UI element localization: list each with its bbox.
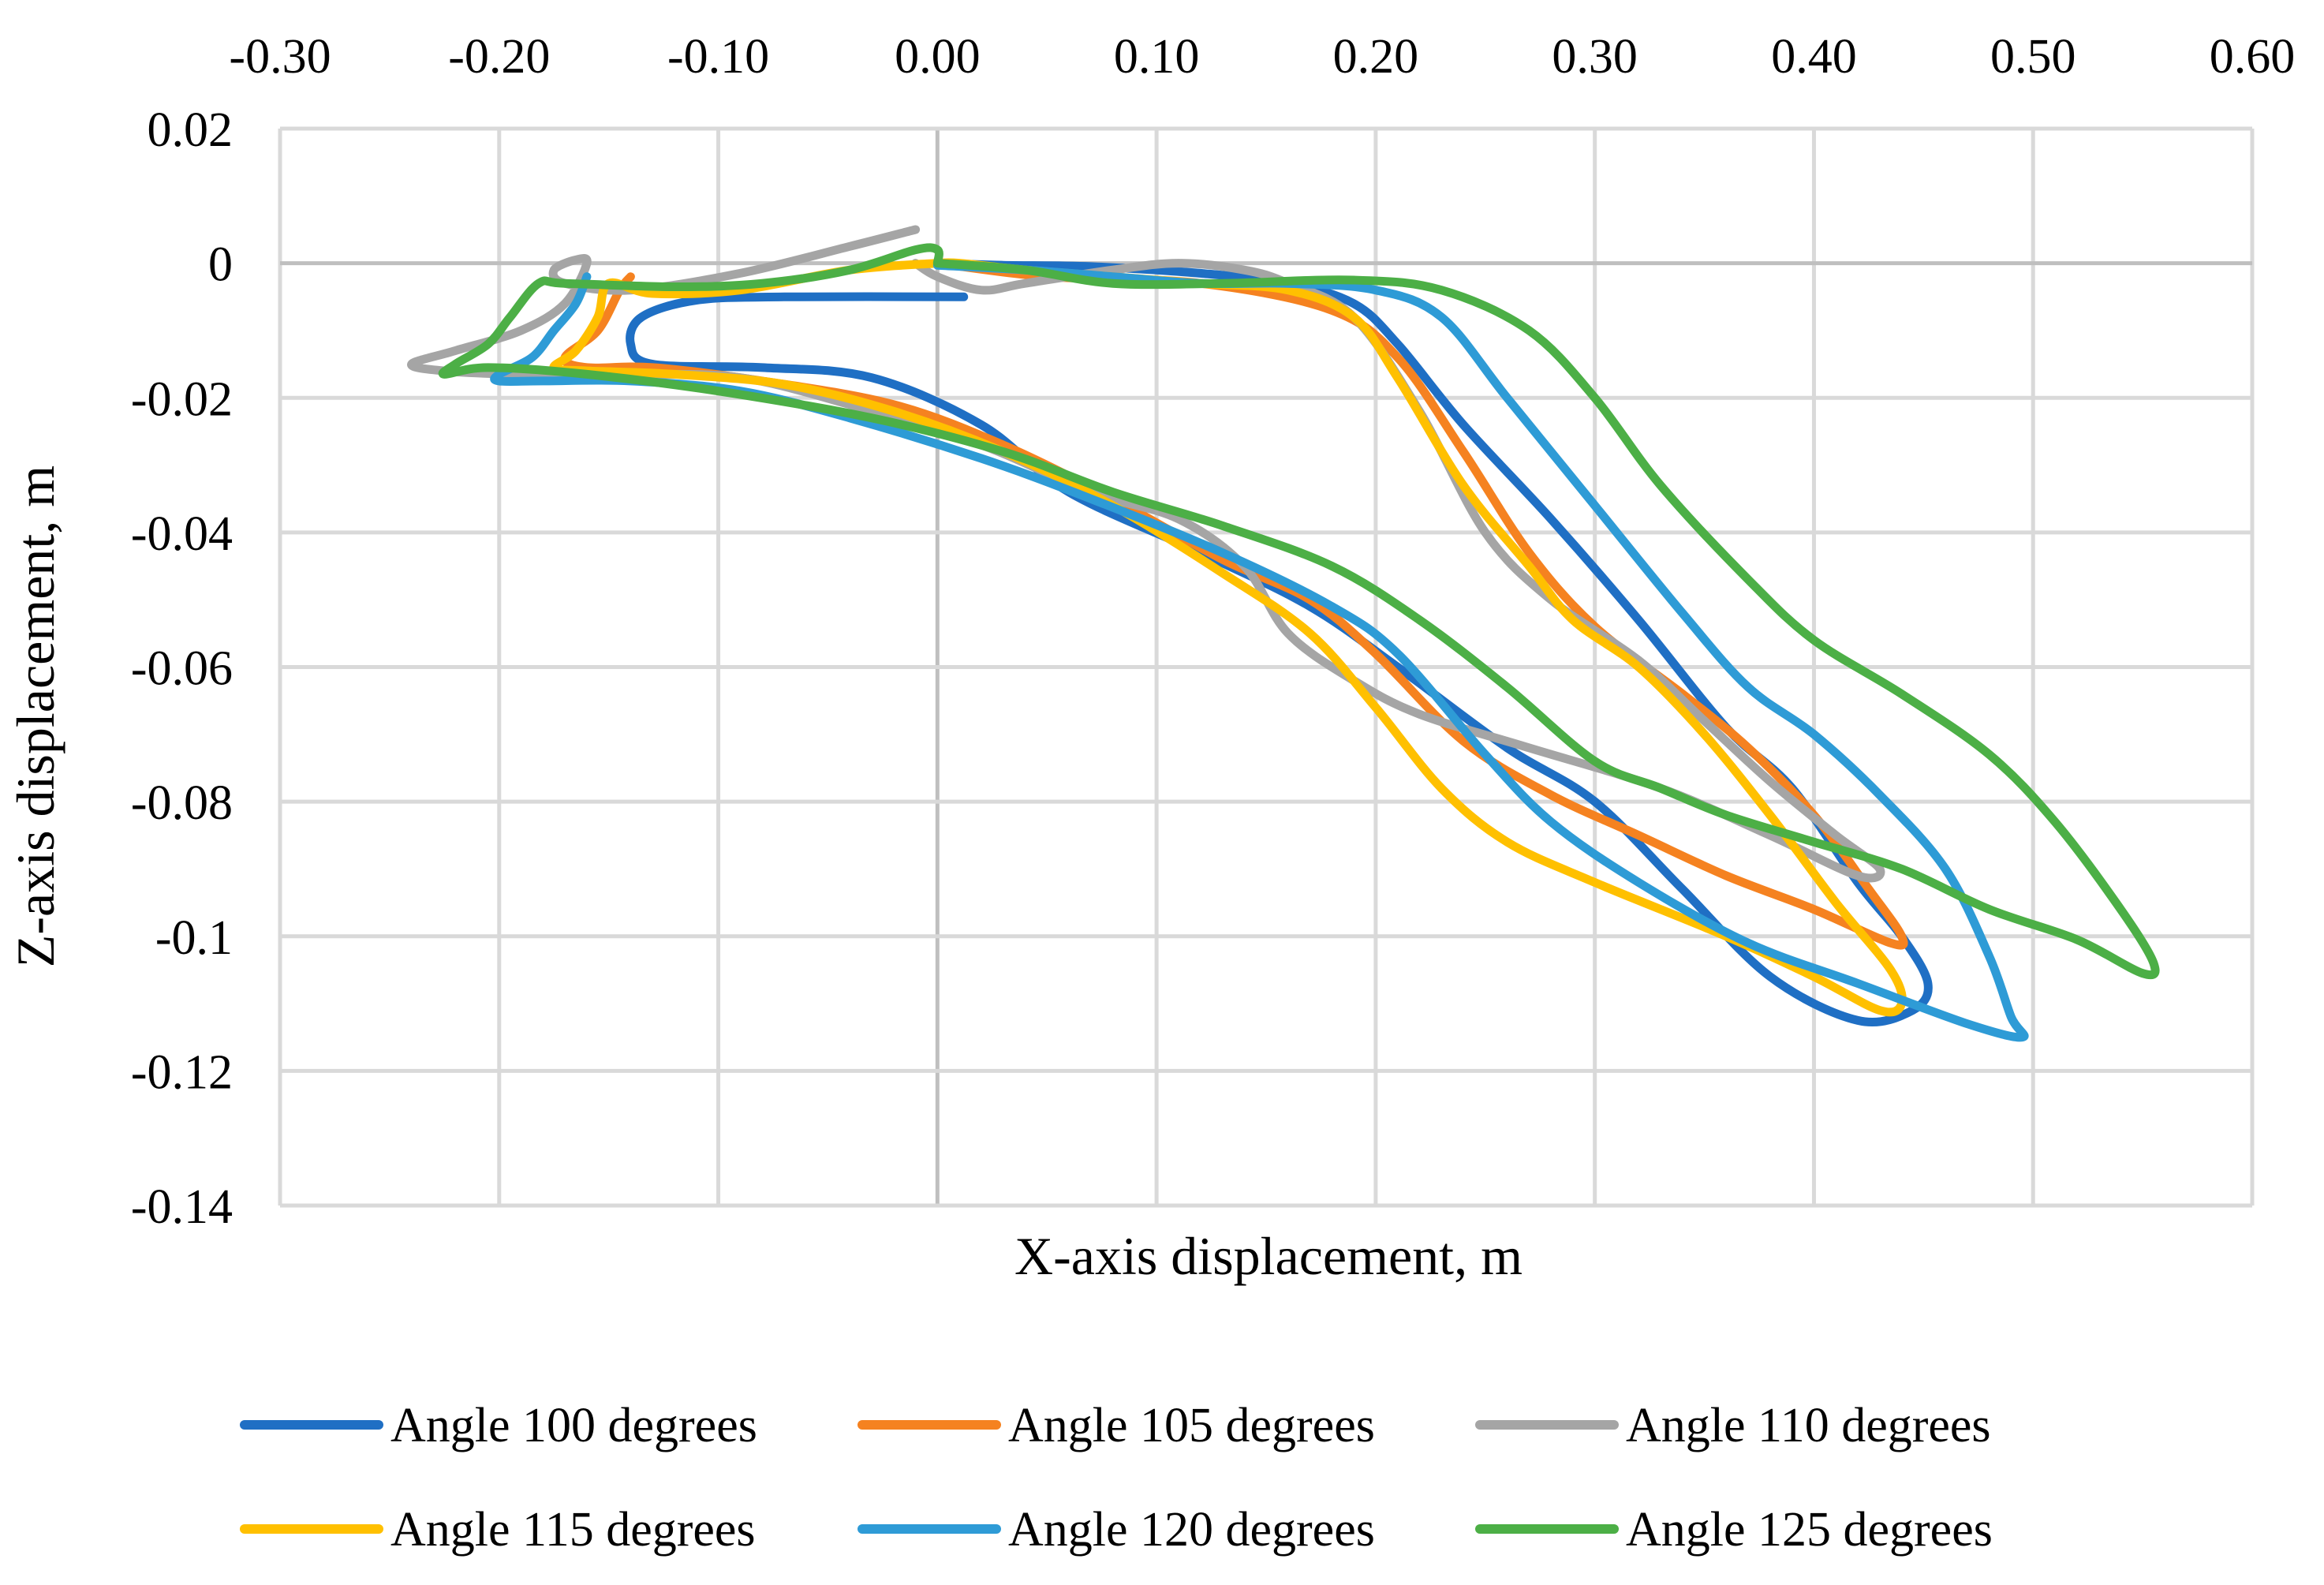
legend-label: Angle 120 degrees <box>1008 1503 1375 1557</box>
y-tick-label: 0.02 <box>148 103 234 157</box>
legend-item: Angle 125 degrees <box>1475 1503 1993 1557</box>
x-tick-label: -0.30 <box>229 30 331 84</box>
legend-label: Angle 110 degrees <box>1626 1399 1991 1452</box>
y-tick-label: -0.1 <box>155 911 233 965</box>
legend-label: Angle 115 degrees <box>390 1503 756 1557</box>
y-tick-label: -0.14 <box>131 1180 233 1234</box>
y-tick-label: 0 <box>208 238 233 292</box>
y-axis-title: Z-axis displacement, m <box>6 465 65 967</box>
legend-item: Angle 110 degrees <box>1475 1399 1991 1452</box>
legend: Angle 100 degrees Angle 105 degrees Angle … <box>240 1399 1993 1557</box>
y-tick-label: -0.04 <box>131 507 233 561</box>
legend-label: Angle 100 degrees <box>390 1399 757 1452</box>
x-tick-label: 0.10 <box>1114 30 1200 84</box>
y-tick-labels: 0.02 0 -0.02 -0.04 -0.06 -0.08 -0.1 -0.12 -0.14 <box>131 103 233 1234</box>
x-tick-label: 0.60 <box>2210 30 2296 84</box>
legend-label: Angle 105 degrees <box>1008 1399 1375 1452</box>
x-tick-labels: -0.30 -0.20 -0.10 0.00 0.10 0.20 0.30 0.40 0.50 0… <box>229 30 2295 84</box>
gridlines <box>278 126 2255 1208</box>
x-tick-label: -0.10 <box>667 30 769 84</box>
y-tick-label: -0.06 <box>131 642 233 696</box>
y-tick-label: -0.02 <box>131 372 233 426</box>
x-tick-label: 0.00 <box>895 30 981 84</box>
series-lines <box>407 225 2160 1042</box>
y-tick-label: -0.08 <box>131 776 233 830</box>
series-line-1 <box>626 259 1933 1027</box>
legend-item: Angle 120 degrees <box>857 1503 1375 1557</box>
x-tick-label: 0.30 <box>1552 30 1638 84</box>
x-axis-title: X-axis displacement, m <box>1014 1226 1523 1286</box>
x-tick-label: 0.20 <box>1333 30 1419 84</box>
x-tick-label: 0.40 <box>1771 30 1857 84</box>
legend-item: Angle 115 degrees <box>240 1503 756 1557</box>
x-tick-label: 0.50 <box>1990 30 2076 84</box>
legend-item: Angle 100 degrees <box>240 1399 757 1452</box>
y-tick-label: -0.12 <box>131 1045 233 1099</box>
x-tick-label: -0.20 <box>448 30 550 84</box>
legend-item: Angle 105 degrees <box>857 1399 1375 1452</box>
legend-label: Angle 125 degrees <box>1626 1503 1993 1557</box>
series-line-6 <box>438 243 2160 980</box>
